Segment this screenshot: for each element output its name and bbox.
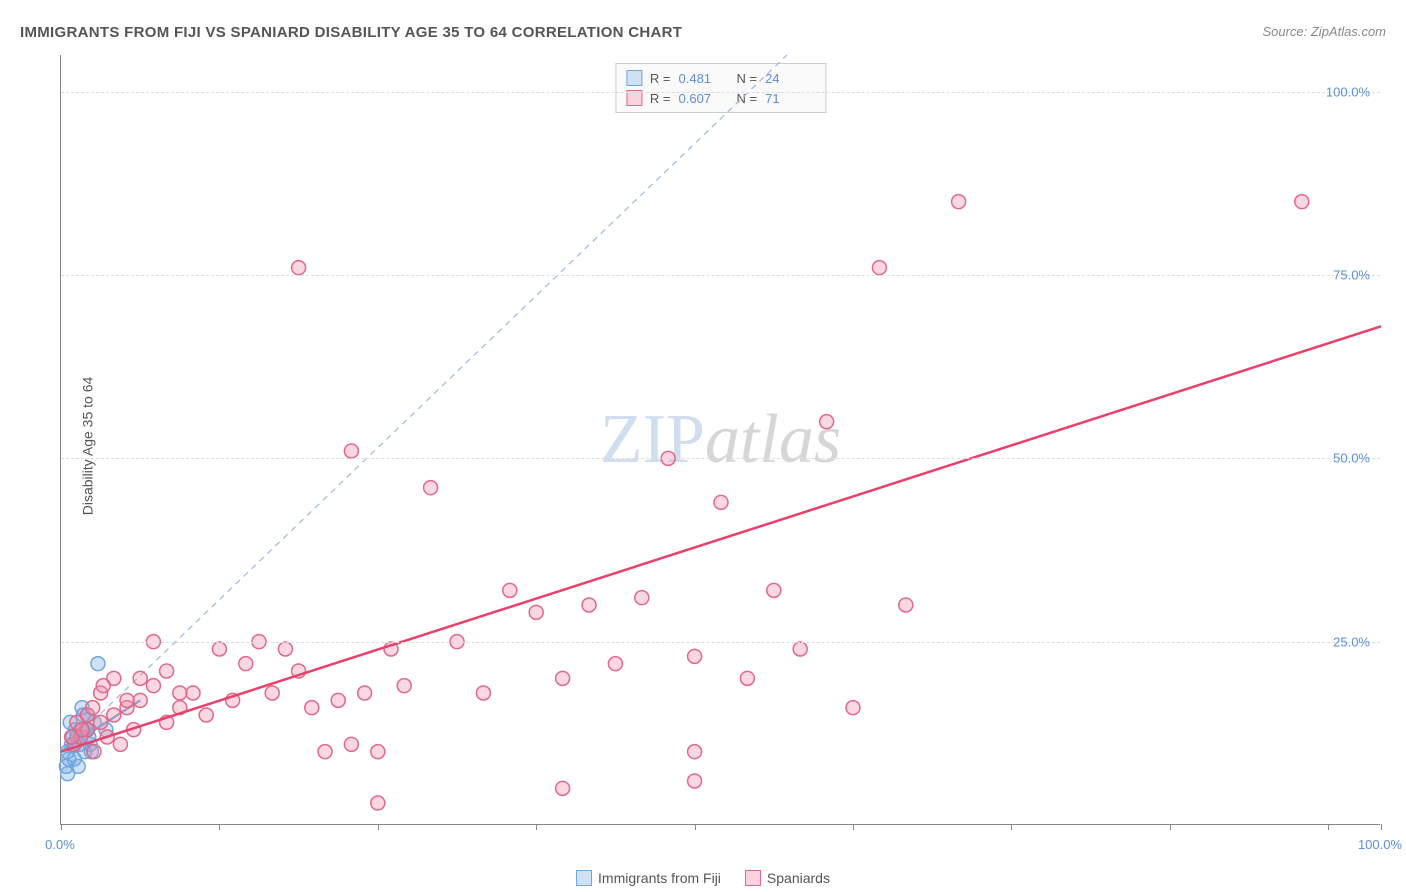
data-point (212, 642, 226, 656)
data-point (793, 642, 807, 656)
y-tick-label: 100.0% (1326, 84, 1370, 99)
source-attribution: Source: ZipAtlas.com (1262, 24, 1386, 39)
chart-title: IMMIGRANTS FROM FIJI VS SPANIARD DISABIL… (20, 24, 682, 41)
data-point (556, 781, 570, 795)
gridline (61, 92, 1380, 93)
data-point (87, 745, 101, 759)
x-tick (1328, 824, 1329, 830)
data-point (688, 745, 702, 759)
data-point (608, 657, 622, 671)
x-tick (1170, 824, 1171, 830)
data-point (133, 671, 147, 685)
data-point (331, 693, 345, 707)
data-point (688, 774, 702, 788)
data-point (292, 261, 306, 275)
x-tick (378, 824, 379, 830)
y-tick-label: 75.0% (1333, 268, 1370, 283)
gridline (61, 458, 1380, 459)
plot-area: ZIPatlas R = 0.481 N = 24 R = 0.607 N = … (60, 55, 1380, 825)
data-point (371, 745, 385, 759)
data-point (96, 679, 110, 693)
data-point (173, 686, 187, 700)
gridline (61, 275, 1380, 276)
data-point (582, 598, 596, 612)
data-point (107, 708, 121, 722)
data-point (476, 686, 490, 700)
data-point (91, 657, 105, 671)
x-tick (1011, 824, 1012, 830)
data-point (344, 444, 358, 458)
series-legend: Immigrants from Fiji Spaniards (576, 870, 830, 886)
x-tick (61, 824, 62, 830)
data-point (358, 686, 372, 700)
data-point (740, 671, 754, 685)
data-point (846, 701, 860, 715)
data-point (397, 679, 411, 693)
data-point (186, 686, 200, 700)
x-tick (853, 824, 854, 830)
gridline (61, 642, 1380, 643)
data-point (503, 583, 517, 597)
data-point (318, 745, 332, 759)
scatter-svg (61, 55, 1380, 824)
data-point (424, 481, 438, 495)
data-point (199, 708, 213, 722)
legend-swatch-spaniards-icon (745, 870, 761, 886)
trendline (61, 326, 1381, 751)
legend-label-spaniards: Spaniards (767, 870, 830, 886)
data-point (767, 583, 781, 597)
data-point (952, 195, 966, 209)
legend-item-spaniards: Spaniards (745, 870, 830, 886)
data-point (160, 664, 174, 678)
data-point (305, 701, 319, 715)
data-point (1295, 195, 1309, 209)
data-point (820, 415, 834, 429)
data-point (688, 649, 702, 663)
data-point (635, 591, 649, 605)
x-tick (1381, 824, 1382, 830)
data-point (371, 796, 385, 810)
data-point (86, 701, 100, 715)
data-point (899, 598, 913, 612)
data-point (133, 693, 147, 707)
x-tick (536, 824, 537, 830)
data-point (872, 261, 886, 275)
data-point (278, 642, 292, 656)
legend-label-fiji: Immigrants from Fiji (598, 870, 721, 886)
data-point (265, 686, 279, 700)
legend-item-fiji: Immigrants from Fiji (576, 870, 721, 886)
data-point (556, 671, 570, 685)
chart-container: IMMIGRANTS FROM FIJI VS SPANIARD DISABIL… (0, 0, 1406, 892)
data-point (120, 693, 134, 707)
data-point (113, 737, 127, 751)
data-point (94, 715, 108, 729)
y-tick-label: 50.0% (1333, 451, 1370, 466)
data-point (239, 657, 253, 671)
y-tick-label: 25.0% (1333, 634, 1370, 649)
reference-line (61, 55, 787, 752)
x-tick (695, 824, 696, 830)
data-point (61, 767, 75, 781)
x-min-label: 0.0% (45, 837, 75, 852)
data-point (75, 723, 89, 737)
x-tick (219, 824, 220, 830)
legend-swatch-fiji-icon (576, 870, 592, 886)
data-point (529, 605, 543, 619)
x-max-label: 100.0% (1358, 837, 1402, 852)
data-point (344, 737, 358, 751)
data-point (146, 679, 160, 693)
data-point (714, 495, 728, 509)
